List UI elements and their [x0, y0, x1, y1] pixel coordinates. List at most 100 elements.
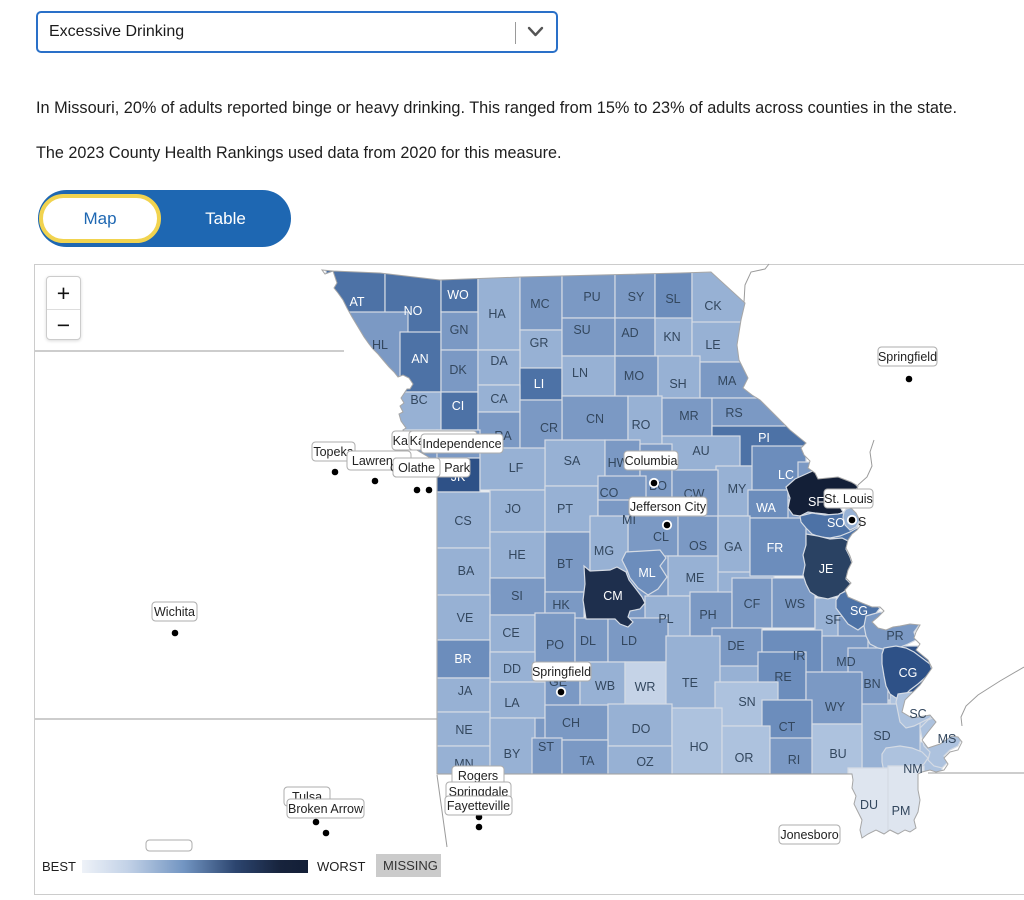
svg-text:AD: AD — [621, 326, 638, 340]
svg-text:Wichita: Wichita — [154, 605, 195, 619]
svg-text:MC: MC — [530, 297, 549, 311]
svg-text:WA: WA — [756, 501, 776, 515]
svg-text:ST: ST — [538, 740, 554, 754]
svg-text:LN: LN — [572, 366, 588, 380]
svg-text:Independence: Independence — [422, 437, 501, 451]
svg-text:WS: WS — [785, 597, 805, 611]
svg-text:HK: HK — [552, 598, 570, 612]
svg-text:AT: AT — [349, 295, 364, 309]
svg-text:BU: BU — [829, 747, 846, 761]
svg-text:PO: PO — [546, 638, 564, 652]
svg-text:LI: LI — [534, 377, 544, 391]
svg-text:LA: LA — [504, 696, 520, 710]
svg-text:ML: ML — [638, 566, 655, 580]
svg-text:SI: SI — [511, 589, 523, 603]
svg-text:SC: SC — [909, 707, 926, 721]
svg-text:RS: RS — [725, 406, 742, 420]
svg-text:Broken Arrow: Broken Arrow — [288, 802, 364, 816]
svg-text:BC: BC — [410, 393, 427, 407]
svg-text:BY: BY — [504, 747, 521, 761]
svg-text:SN: SN — [738, 695, 755, 709]
svg-text:IR: IR — [793, 649, 806, 663]
svg-text:Jonesboro: Jonesboro — [780, 828, 838, 842]
svg-text:WY: WY — [825, 700, 846, 714]
svg-text:CH: CH — [562, 716, 580, 730]
svg-text:GA: GA — [724, 540, 743, 554]
svg-text:RE: RE — [774, 670, 791, 684]
svg-text:CI: CI — [452, 399, 465, 413]
svg-text:SY: SY — [628, 290, 645, 304]
svg-text:OS: OS — [689, 539, 707, 553]
svg-text:Springfield: Springfield — [532, 665, 591, 679]
svg-text:PM: PM — [892, 804, 911, 818]
svg-text:JE: JE — [819, 562, 834, 576]
svg-text:Fayetteville: Fayetteville — [447, 799, 510, 813]
svg-text:SG: SG — [850, 604, 868, 618]
svg-text:BEST: BEST — [42, 859, 76, 874]
svg-text:CG: CG — [899, 666, 918, 680]
svg-text:TA: TA — [579, 754, 595, 768]
svg-text:PI: PI — [758, 431, 770, 445]
svg-text:JO: JO — [505, 502, 521, 516]
svg-text:Topeka: Topeka — [313, 445, 353, 459]
svg-text:SH: SH — [669, 377, 686, 391]
svg-text:DO: DO — [632, 722, 651, 736]
svg-text:LE: LE — [705, 338, 720, 352]
svg-text:RO: RO — [632, 418, 651, 432]
svg-text:Springfield: Springfield — [878, 350, 937, 364]
svg-text:TE: TE — [682, 676, 698, 690]
svg-text:NE: NE — [455, 723, 472, 737]
svg-text:NM: NM — [903, 762, 922, 776]
svg-text:MISSING: MISSING — [383, 858, 438, 873]
svg-text:AN: AN — [411, 352, 428, 366]
svg-text:NO: NO — [404, 304, 423, 318]
svg-text:KN: KN — [663, 330, 680, 344]
svg-text:Rogers: Rogers — [458, 769, 498, 783]
svg-text:MR: MR — [679, 409, 698, 423]
svg-text:GN: GN — [450, 323, 469, 337]
svg-text:JA: JA — [458, 684, 473, 698]
svg-text:DE: DE — [727, 639, 744, 653]
svg-text:PU: PU — [583, 290, 600, 304]
svg-text:MA: MA — [718, 374, 737, 388]
svg-text:VE: VE — [457, 611, 474, 625]
svg-text:DD: DD — [503, 662, 521, 676]
svg-text:SD: SD — [873, 729, 890, 743]
svg-text:WR: WR — [635, 680, 656, 694]
svg-text:FR: FR — [767, 541, 784, 555]
svg-text:Jefferson City: Jefferson City — [630, 500, 707, 514]
svg-text:WO: WO — [447, 288, 469, 302]
svg-text:WORST: WORST — [317, 859, 365, 874]
svg-text:RI: RI — [788, 753, 801, 767]
svg-text:MS: MS — [938, 732, 957, 746]
svg-text:Olathe: Olathe — [398, 461, 435, 475]
svg-text:S: S — [858, 515, 866, 529]
svg-text:LF: LF — [509, 461, 524, 475]
svg-text:PR: PR — [886, 629, 903, 643]
svg-text:SO: SO — [827, 516, 845, 530]
svg-text:PH: PH — [699, 608, 716, 622]
svg-text:CL: CL — [653, 530, 669, 544]
svg-text:St. Louis: St. Louis — [824, 492, 873, 506]
svg-text:DA: DA — [490, 354, 508, 368]
svg-text:BA: BA — [458, 564, 475, 578]
svg-text:OR: OR — [735, 751, 754, 765]
svg-text:WB: WB — [595, 679, 615, 693]
svg-text:MG: MG — [594, 544, 614, 558]
svg-text:Columbia: Columbia — [625, 454, 678, 468]
svg-text:BT: BT — [557, 557, 573, 571]
svg-text:BR: BR — [454, 652, 471, 666]
svg-text:AU: AU — [692, 444, 709, 458]
svg-text:LD: LD — [621, 634, 637, 648]
svg-text:CO: CO — [600, 486, 619, 500]
svg-text:CE: CE — [502, 626, 519, 640]
svg-text:SF: SF — [808, 495, 824, 509]
svg-text:CR: CR — [540, 421, 558, 435]
svg-text:ME: ME — [686, 571, 705, 585]
svg-text:CK: CK — [704, 299, 722, 313]
svg-text:CN: CN — [586, 412, 604, 426]
svg-text:HE: HE — [508, 548, 525, 562]
svg-text:MI: MI — [622, 513, 636, 527]
svg-text:PT: PT — [557, 502, 573, 516]
svg-text:PL: PL — [658, 612, 673, 626]
